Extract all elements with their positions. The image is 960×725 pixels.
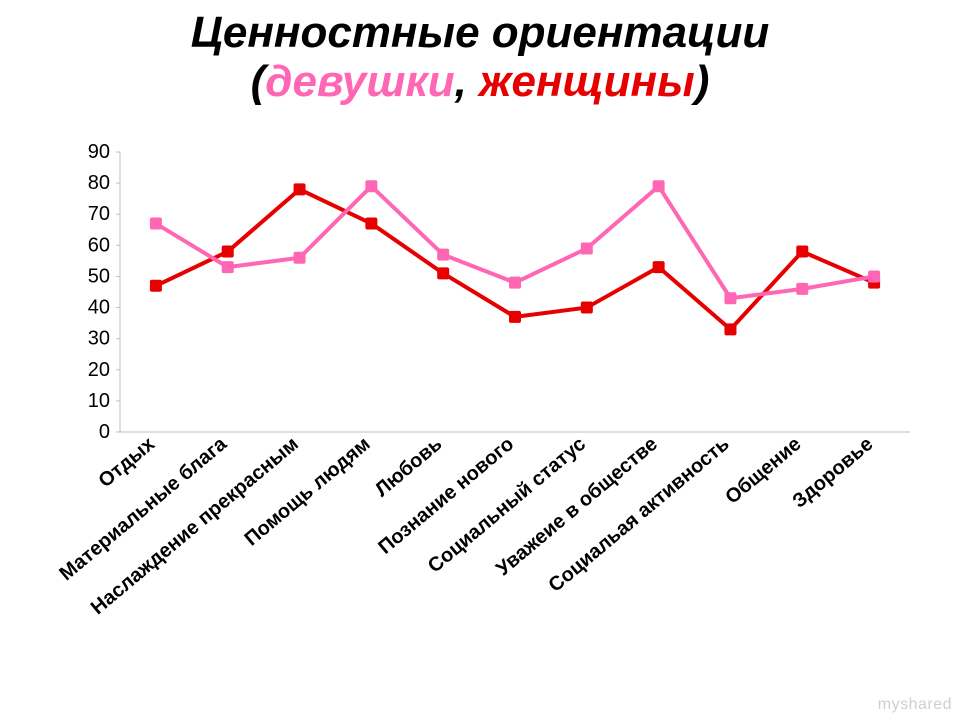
svg-text:Здоровье: Здоровье: [788, 433, 877, 513]
chart-svg: 0102030405060708090ОтдыхМатериальные бла…: [0, 0, 960, 720]
series-marker-girls: [653, 180, 665, 192]
y-tick-label: 10: [88, 390, 110, 412]
series-marker-girls: [509, 277, 521, 289]
x-tick-label: Помощь людям: [241, 433, 375, 550]
series-marker-women: [294, 183, 306, 195]
series-marker-girls: [581, 242, 593, 254]
y-tick-label: 80: [88, 172, 110, 194]
chart-area: 0102030405060708090ОтдыхМатериальные бла…: [0, 0, 960, 720]
y-tick-label: 40: [88, 297, 110, 319]
y-tick-label: 0: [99, 421, 110, 443]
series-marker-women: [150, 280, 162, 292]
y-tick-label: 50: [88, 265, 110, 287]
series-marker-girls: [365, 180, 377, 192]
x-tick-label: Познание нового: [374, 433, 518, 559]
series-marker-girls: [868, 270, 880, 282]
y-tick-label: 30: [88, 328, 110, 350]
y-tick-label: 70: [88, 203, 110, 225]
series-marker-girls: [150, 218, 162, 230]
series-marker-girls: [222, 261, 234, 273]
watermark: myshared: [878, 696, 952, 714]
series-marker-girls: [437, 249, 449, 261]
svg-text:Познание нового: Познание нового: [374, 433, 518, 559]
series-marker-women: [222, 246, 234, 258]
svg-text:Помощь людям: Помощь людям: [241, 433, 375, 550]
series-marker-women: [724, 323, 736, 335]
series-marker-women: [437, 267, 449, 279]
series-marker-girls: [796, 283, 808, 295]
y-tick-label: 60: [88, 234, 110, 256]
series-marker-women: [365, 218, 377, 230]
series-marker-women: [653, 261, 665, 273]
series-marker-women: [581, 302, 593, 314]
series-marker-girls: [294, 252, 306, 264]
series-line-women: [156, 189, 874, 329]
x-tick-label: Здоровье: [788, 433, 877, 513]
y-tick-label: 20: [88, 359, 110, 381]
series-marker-women: [509, 311, 521, 323]
series-marker-girls: [724, 292, 736, 304]
series-marker-women: [796, 246, 808, 258]
y-tick-label: 90: [88, 141, 110, 163]
